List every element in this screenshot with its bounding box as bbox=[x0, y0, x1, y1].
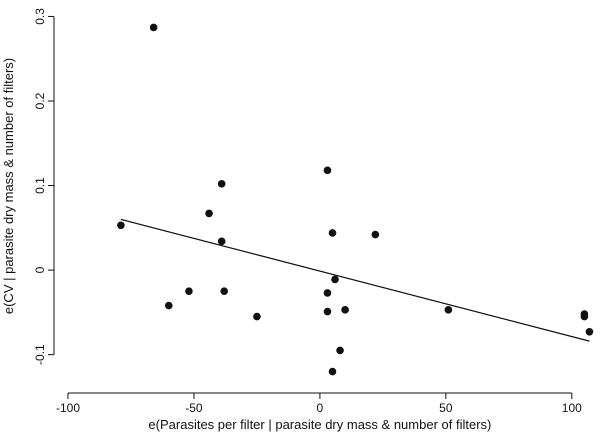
data-point bbox=[323, 289, 332, 297]
data-point bbox=[336, 346, 344, 355]
x-axis-label: e(Parasites per filter | parasite dry ma… bbox=[148, 417, 491, 432]
y-axis-label: e(CV | parasite dry mass & number of fil… bbox=[1, 58, 16, 314]
data-point bbox=[444, 306, 453, 314]
data-point bbox=[328, 367, 337, 376]
data-point bbox=[117, 221, 125, 230]
data-point bbox=[580, 312, 589, 321]
data-point bbox=[217, 237, 226, 246]
data-point bbox=[328, 229, 337, 237]
regression-line-group bbox=[120, 218, 590, 342]
x-tick-label: 50 bbox=[439, 401, 453, 415]
y-tick-label: 0.2 bbox=[33, 92, 47, 109]
data-point bbox=[323, 166, 332, 175]
data-point bbox=[220, 287, 228, 296]
data-point bbox=[585, 328, 594, 336]
x-tick-label: 0 bbox=[317, 401, 324, 415]
regression-line bbox=[120, 218, 590, 342]
data-point bbox=[205, 209, 213, 218]
data-point bbox=[371, 230, 380, 239]
data-point bbox=[149, 23, 158, 32]
y-tick-label: 0 bbox=[33, 266, 47, 273]
data-point bbox=[323, 307, 332, 316]
y-tick-label: -0.1 bbox=[33, 344, 47, 365]
x-tick-label: -100 bbox=[56, 401, 80, 415]
data-point bbox=[253, 312, 261, 321]
y-tick-label: 0.1 bbox=[33, 177, 47, 194]
y-tick-label: 0.3 bbox=[33, 8, 47, 25]
x-tick-label: -50 bbox=[185, 401, 203, 415]
data-point bbox=[164, 301, 173, 310]
x-tick-label: 100 bbox=[562, 401, 582, 415]
data-point bbox=[341, 306, 349, 314]
data-point bbox=[185, 287, 193, 296]
data-point bbox=[217, 180, 226, 188]
data-points bbox=[117, 23, 594, 376]
data-point bbox=[331, 275, 339, 284]
axes: -100 -50 0 50 100 -0.1 0 0.1 0.2 0.3 bbox=[33, 8, 582, 415]
